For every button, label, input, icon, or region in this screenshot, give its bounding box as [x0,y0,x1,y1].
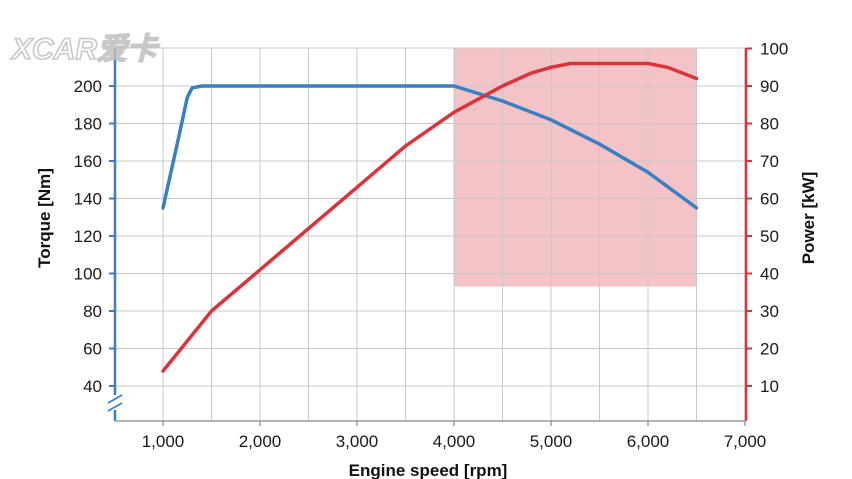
right-tick-label: 60 [760,190,779,209]
right-tick-label: 40 [760,265,779,284]
x-axis-title: Engine speed [rpm] [349,461,508,479]
right-axis-title: Power [kW] [799,172,818,265]
right-tick-label: 30 [760,302,779,321]
right-tick-label: 50 [760,227,779,246]
tick-labels: 1,000 2,000 3,000 4,000 5,000 6,000 7,000 40 60 8… [74,40,789,452]
axes [107,47,752,426]
left-tick-label: 200 [74,77,102,96]
x-tick-label: 6,000 [627,432,670,451]
x-tick-label: 7,000 [724,432,767,451]
left-tick-label: 140 [74,190,102,209]
x-tick-label: 2,000 [239,432,282,451]
torque-line [161,84,699,210]
left-tick-label: 60 [83,340,102,359]
right-tick-label: 20 [760,340,779,359]
x-tick-label: 4,000 [433,432,476,451]
right-tick-label: 10 [760,377,779,396]
watermark-logo: XCAR爱卡 [9,32,161,67]
left-tick-label: 100 [74,265,102,284]
right-tick-label: 80 [760,115,779,134]
right-tick-label: 70 [760,152,779,171]
highlight-region [454,48,697,287]
x-tick-label: 5,000 [530,432,573,451]
x-tick-label: 3,000 [336,432,379,451]
power-line [161,61,699,373]
right-tick-label: 100 [760,40,788,59]
highlight-rect [454,48,697,287]
left-tick-label: 40 [83,377,102,396]
left-tick-label: 160 [74,152,102,171]
left-tick-label: 180 [74,115,102,134]
watermark-text: XCAR爱卡 [10,33,160,66]
left-axis-title: Torque [Nm] [35,168,54,268]
series-group [161,61,699,373]
right-tick-label: 90 [760,77,779,96]
axis-break-mark [107,394,123,404]
left-tick-label: 80 [83,302,102,321]
left-tick-label: 120 [74,227,102,246]
axis-break-mark [107,402,123,412]
x-tick-label: 1,000 [142,432,185,451]
